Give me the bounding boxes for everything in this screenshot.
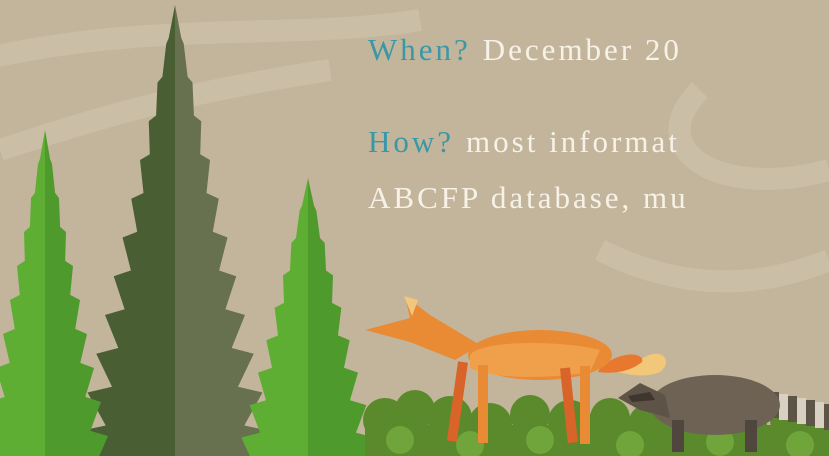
how-label: How? (368, 124, 454, 159)
fox-leg (478, 365, 488, 443)
how-line: How? most informat (368, 124, 680, 159)
slide: When? December 20 How? most informat ABCFP… (0, 0, 829, 456)
raccoon-body (650, 375, 780, 435)
when-text: December 20 (483, 32, 682, 67)
tail-stripe (797, 398, 806, 424)
tail-stripe (788, 396, 797, 422)
when-label: When? (368, 32, 471, 67)
how-text-line2: ABCFP database, mu (368, 180, 689, 215)
when-line: When? December 20 (368, 32, 682, 67)
raccoon-leg (745, 420, 757, 452)
tail-stripe (824, 404, 829, 430)
how-text: most informat (466, 124, 680, 159)
page: When? December 20 How? most informat ABCFP… (0, 0, 829, 456)
tail-stripe (815, 402, 824, 428)
tail-stripe (806, 400, 815, 426)
raccoon-leg (672, 420, 684, 452)
tail-stripe (779, 394, 788, 420)
fox-leg (580, 366, 590, 444)
